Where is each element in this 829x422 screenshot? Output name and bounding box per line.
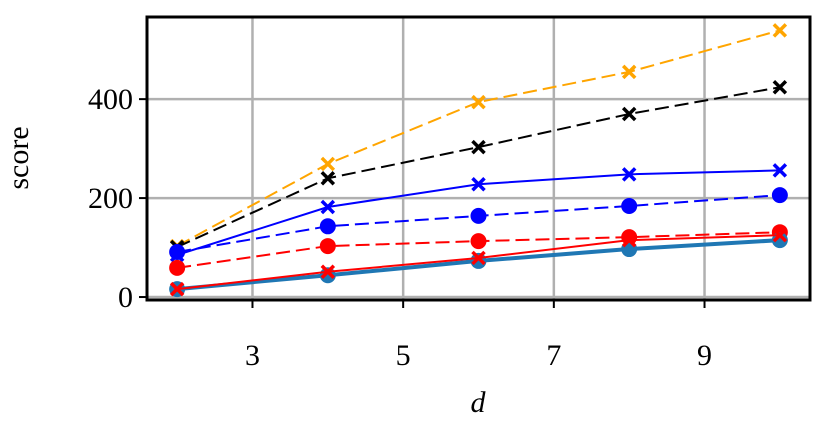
plot-frame xyxy=(145,15,812,302)
marker xyxy=(470,252,487,269)
marker xyxy=(319,238,336,255)
x-tick-label: 7 xyxy=(546,339,561,372)
series xyxy=(169,227,788,297)
marker xyxy=(621,197,638,214)
marker xyxy=(320,156,336,172)
marker xyxy=(169,281,185,297)
y-tick-label: 0 xyxy=(118,281,133,314)
y-tick-label: 400 xyxy=(88,83,133,116)
marker xyxy=(320,171,336,186)
y-axis-label: score xyxy=(2,126,35,189)
series xyxy=(169,187,788,261)
marker xyxy=(471,94,486,110)
marker xyxy=(471,250,486,266)
marker xyxy=(771,187,788,204)
marker xyxy=(772,227,788,243)
marker xyxy=(320,199,336,215)
series xyxy=(169,23,788,254)
x-tick-label: 3 xyxy=(245,339,260,372)
marker xyxy=(621,167,637,182)
marker xyxy=(470,233,487,250)
series-line xyxy=(176,29,781,247)
marker xyxy=(471,139,486,155)
marker xyxy=(772,163,788,178)
x-axis-label: d xyxy=(471,386,487,419)
marker xyxy=(621,232,637,248)
marker xyxy=(169,244,186,261)
marker xyxy=(621,64,637,80)
series-line xyxy=(176,86,781,248)
marker xyxy=(470,207,487,224)
x-tick-label: 9 xyxy=(697,339,712,372)
marker xyxy=(320,264,336,280)
x-tick-label: 5 xyxy=(396,339,411,372)
marker xyxy=(471,176,486,192)
marker xyxy=(772,80,788,95)
y-tick-label: 200 xyxy=(88,182,133,215)
marker xyxy=(772,23,788,38)
marker xyxy=(169,259,186,276)
marker xyxy=(621,106,637,122)
marker xyxy=(319,218,336,235)
